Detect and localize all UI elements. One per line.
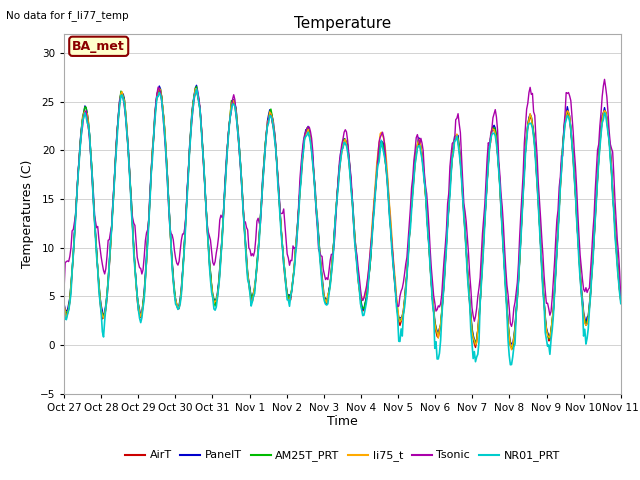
li75_t — [617, 298, 625, 303]
AirT — [470, 341, 478, 347]
li75_t — [399, 307, 407, 312]
li75_t — [234, 134, 242, 140]
Tsonic — [60, 288, 68, 294]
AM25T_PRT — [60, 306, 68, 312]
li75_t — [60, 302, 68, 308]
AM25T_PRT — [234, 135, 242, 141]
AirT — [617, 299, 625, 305]
PanelT — [617, 297, 625, 302]
NR01_PRT — [234, 135, 242, 141]
AirT — [296, 187, 304, 193]
Line: AM25T_PRT: AM25T_PRT — [64, 86, 621, 348]
Tsonic — [295, 199, 303, 204]
PanelT — [373, 168, 381, 173]
AM25T_PRT — [617, 297, 625, 303]
Tsonic — [469, 313, 477, 319]
PanelT — [568, 139, 576, 144]
AirT — [399, 310, 407, 316]
AM25T_PRT — [568, 141, 576, 146]
PanelT — [234, 131, 242, 136]
Line: li75_t: li75_t — [64, 88, 621, 350]
AirT — [509, 346, 516, 352]
Line: Tsonic: Tsonic — [64, 79, 621, 326]
li75_t — [373, 161, 381, 167]
PanelT — [399, 307, 407, 313]
AM25T_PRT — [470, 339, 478, 345]
AirT — [156, 85, 163, 91]
AM25T_PRT — [373, 171, 381, 177]
AirT — [568, 141, 576, 146]
Tsonic — [567, 98, 575, 104]
li75_t — [470, 337, 478, 343]
AM25T_PRT — [193, 84, 200, 89]
Line: AirT: AirT — [64, 88, 621, 349]
li75_t — [156, 85, 163, 91]
NR01_PRT — [617, 301, 625, 307]
Legend: AirT, PanelT, AM25T_PRT, li75_t, Tsonic, NR01_PRT: AirT, PanelT, AM25T_PRT, li75_t, Tsonic,… — [120, 446, 564, 466]
Tsonic — [399, 286, 406, 291]
Text: No data for f_li77_temp: No data for f_li77_temp — [6, 10, 129, 21]
AirT — [373, 173, 381, 179]
Tsonic — [601, 76, 609, 82]
X-axis label: Time: Time — [327, 415, 358, 429]
NR01_PRT — [373, 172, 381, 178]
AM25T_PRT — [509, 345, 516, 351]
li75_t — [296, 187, 304, 193]
PanelT — [296, 186, 304, 192]
PanelT — [470, 336, 478, 342]
NR01_PRT — [399, 311, 407, 317]
li75_t — [508, 347, 515, 353]
NR01_PRT — [60, 305, 68, 311]
PanelT — [193, 83, 200, 88]
Tsonic — [372, 185, 380, 191]
Line: PanelT: PanelT — [64, 85, 621, 344]
AirT — [60, 303, 68, 309]
li75_t — [568, 138, 576, 144]
NR01_PRT — [470, 349, 478, 355]
Text: BA_met: BA_met — [72, 40, 125, 53]
PanelT — [60, 300, 68, 306]
NR01_PRT — [193, 86, 200, 92]
AM25T_PRT — [399, 311, 407, 317]
Tsonic — [234, 124, 241, 130]
Y-axis label: Temperatures (C): Temperatures (C) — [21, 159, 34, 268]
AM25T_PRT — [296, 188, 304, 194]
Tsonic — [617, 296, 625, 302]
AirT — [234, 135, 242, 141]
NR01_PRT — [568, 141, 576, 147]
Title: Temperature: Temperature — [294, 16, 391, 31]
PanelT — [508, 341, 515, 347]
Line: NR01_PRT: NR01_PRT — [64, 89, 621, 365]
NR01_PRT — [296, 189, 304, 195]
Tsonic — [508, 324, 515, 329]
NR01_PRT — [506, 362, 514, 368]
